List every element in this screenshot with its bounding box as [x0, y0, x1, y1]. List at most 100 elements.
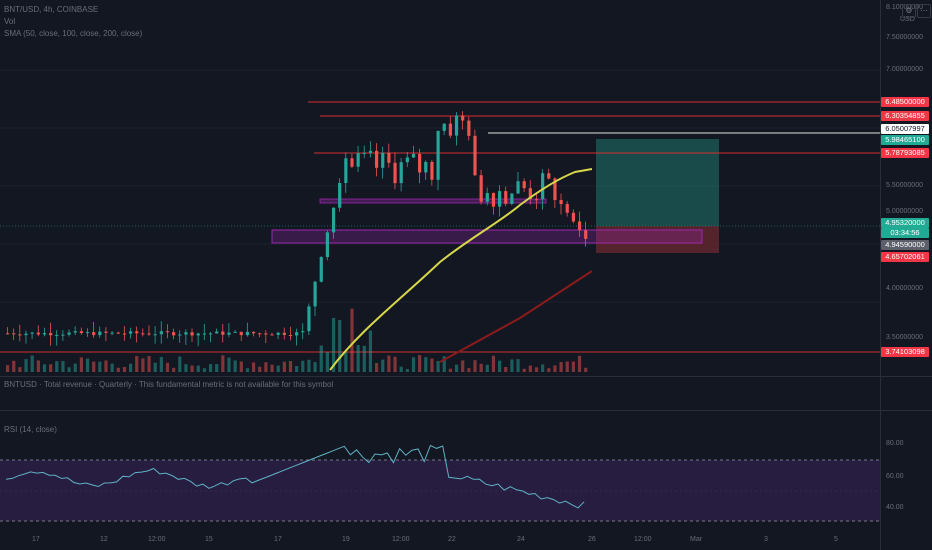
candle-body	[159, 331, 163, 335]
volume-bar	[288, 361, 293, 372]
volume-bar	[442, 356, 446, 372]
candle-body	[122, 333, 127, 335]
candle-body	[393, 162, 397, 184]
pane-separator-rsi[interactable]	[0, 410, 932, 411]
candle-body	[276, 332, 280, 335]
volume-bar	[387, 355, 391, 372]
pane-separator[interactable]	[0, 376, 932, 377]
volume-bar	[295, 365, 299, 372]
currency-label: USD	[900, 16, 915, 23]
volume-bar	[36, 360, 40, 372]
volume-bar	[208, 364, 213, 372]
volume-bar	[559, 362, 563, 372]
volume-bar	[141, 358, 145, 372]
volume-bar	[42, 364, 47, 372]
candle-body	[522, 181, 526, 189]
volume-bar	[504, 366, 508, 372]
volume-bar	[49, 364, 53, 372]
candle-body	[547, 173, 551, 179]
candle-body	[258, 333, 262, 335]
volume-bar	[454, 364, 459, 372]
candle-body	[528, 188, 532, 200]
volume-bar	[301, 360, 305, 372]
volume-bar	[184, 364, 188, 372]
candle-body	[42, 333, 47, 335]
candle-body	[227, 332, 231, 335]
time-tick: 17	[274, 536, 282, 543]
candle-body	[356, 153, 360, 167]
candle-body	[61, 334, 65, 336]
volume-bar	[55, 361, 59, 372]
candle-body	[541, 173, 545, 200]
volume-bar	[92, 361, 96, 372]
volume-bar	[252, 362, 256, 372]
time-tick: 17	[32, 536, 40, 543]
top-price-tick: 8.10000000	[886, 4, 923, 11]
volume-bar	[135, 356, 139, 372]
candle-body	[110, 332, 114, 334]
volume-bar	[85, 358, 90, 372]
support-zone	[271, 229, 703, 244]
price-label: 4.94590000	[881, 240, 929, 250]
candle-body	[67, 332, 71, 335]
price-label: 5.78793085	[881, 148, 929, 158]
candle-body	[202, 333, 206, 335]
rsi-legend[interactable]: RSI (14, close)	[4, 425, 57, 434]
candle-body	[461, 115, 465, 121]
volume-bar	[399, 366, 403, 372]
sma-legend[interactable]: SMA (50, close, 100, close, 200, close)	[4, 29, 143, 38]
rsi-tick: 40.00	[886, 504, 904, 511]
volume-bar	[319, 345, 323, 372]
candle-body	[584, 230, 588, 239]
volume-bar	[73, 363, 77, 372]
volume-bar	[461, 360, 465, 372]
price-label: 6.05007997	[881, 124, 929, 134]
volume-bar	[424, 357, 428, 372]
volume-bar	[215, 364, 219, 372]
volume-legend[interactable]: Vol	[4, 17, 16, 26]
price-tick: 3.50000000	[886, 334, 923, 341]
candle-body	[418, 153, 422, 173]
volume-bar	[467, 368, 471, 372]
volume-bar	[245, 368, 250, 372]
volume-bar	[190, 365, 194, 372]
volume-bar	[338, 319, 342, 372]
candle-body	[165, 331, 170, 333]
candle-body	[381, 152, 385, 168]
candle-body	[215, 331, 219, 334]
candle-body	[338, 182, 342, 208]
candle-body	[319, 257, 323, 282]
volume-bar	[565, 361, 569, 372]
volume-bar	[344, 351, 348, 372]
candle-body	[208, 333, 213, 335]
volume-bar	[258, 366, 262, 372]
time-tick: 3	[764, 536, 768, 543]
settings-icon[interactable]: ⚙	[902, 4, 916, 18]
candle-body	[436, 130, 440, 180]
price-label: 3.74103098	[881, 347, 929, 357]
candle-body	[516, 181, 520, 194]
volume-bar	[202, 368, 206, 372]
volume-bar	[436, 361, 440, 372]
candle-body	[184, 332, 188, 335]
grid	[0, 69, 880, 303]
candle-body	[368, 150, 373, 153]
time-tick: 12:00	[392, 536, 410, 543]
price-tick: 7.00000000	[886, 66, 923, 73]
fundamental-legend: BNTUSD · Total revenue · Quarterly · Thi…	[4, 380, 334, 389]
candle-body	[116, 332, 120, 334]
volume-bar	[221, 355, 225, 372]
volume-bar	[239, 361, 243, 372]
candle-body	[430, 161, 434, 180]
rsi-line	[5, 444, 585, 509]
symbol-legend[interactable]: BNT/USD, 4h, COINBASE	[4, 5, 99, 14]
candle-body	[6, 333, 10, 335]
volume-bar	[516, 359, 520, 372]
more-icon[interactable]: ⋯	[917, 4, 931, 18]
candle-body	[577, 221, 582, 231]
candle-body	[282, 332, 286, 335]
volume-bar	[547, 368, 551, 372]
take-profit-zone	[596, 139, 719, 226]
candle-body	[534, 199, 539, 201]
